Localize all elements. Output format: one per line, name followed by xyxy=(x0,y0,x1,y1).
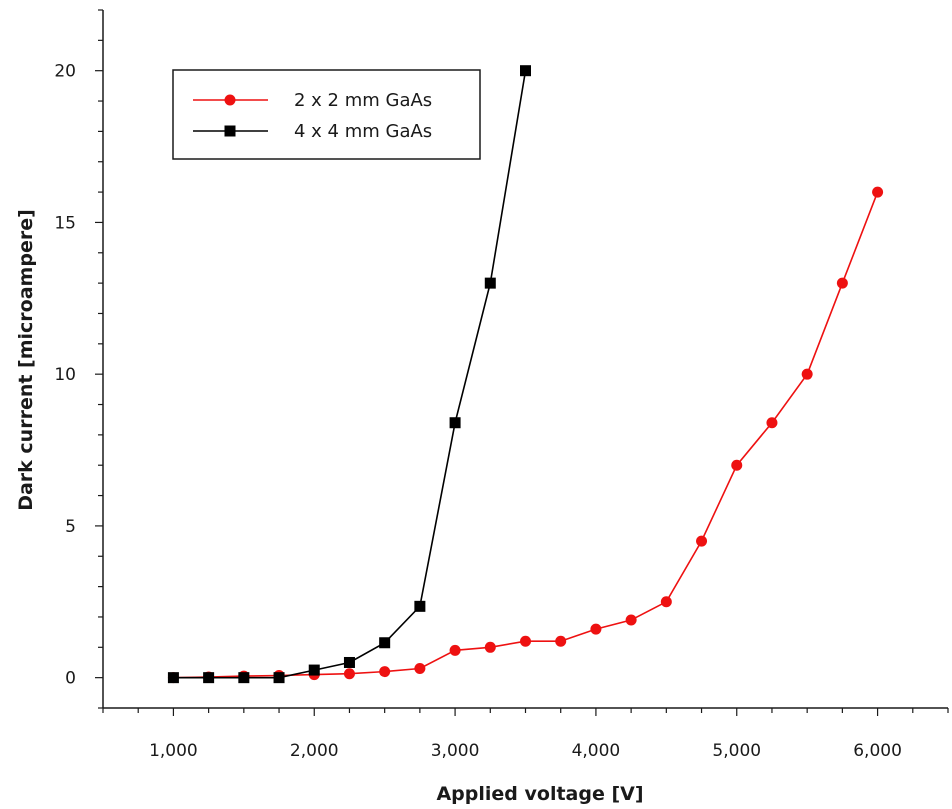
data-point xyxy=(273,672,285,684)
data-point xyxy=(343,656,355,668)
data-point xyxy=(414,600,426,612)
data-point xyxy=(872,186,884,198)
y-axis-title: Dark current [microampere] xyxy=(15,209,37,511)
series-line xyxy=(173,70,527,679)
series-line xyxy=(173,191,879,679)
data-point xyxy=(449,417,461,429)
data-point xyxy=(343,668,355,680)
data-point xyxy=(238,672,250,684)
data-point xyxy=(520,65,531,77)
y-tick-label: 15 xyxy=(54,213,76,233)
data-point xyxy=(449,644,461,656)
data-point xyxy=(167,672,179,684)
data-point xyxy=(801,368,813,380)
x-tick-label: 1,000 xyxy=(149,741,198,761)
x-tick-label: 4,000 xyxy=(572,741,621,761)
x-tick-label: 5,000 xyxy=(712,741,761,761)
series-layer xyxy=(167,65,884,684)
x-tick-label: 6,000 xyxy=(853,741,902,761)
data-point xyxy=(203,672,215,684)
data-point xyxy=(484,641,496,653)
data-point xyxy=(766,417,778,429)
legend-box xyxy=(172,69,481,160)
y-tick-label: 20 xyxy=(54,62,76,82)
legend-label-series-2: 4 x 4 mm GaAs xyxy=(294,121,432,142)
data-point xyxy=(836,277,848,289)
y-tick-label: 5 xyxy=(65,517,76,537)
legend-marker-series-1 xyxy=(224,94,236,106)
y-tick-label: 0 xyxy=(65,669,76,689)
x-tick-label: 3,000 xyxy=(431,741,480,761)
data-point xyxy=(308,664,320,676)
series-1 xyxy=(167,186,884,684)
data-point xyxy=(414,663,426,675)
legend-label-series-1: 2 x 2 mm GaAs xyxy=(294,90,432,111)
series-2 xyxy=(167,65,531,684)
data-point xyxy=(484,277,496,289)
legend: 2 x 2 mm GaAs 4 x 4 mm GaAs xyxy=(172,69,481,160)
data-point xyxy=(660,596,672,608)
y-tick-label: 10 xyxy=(54,365,76,385)
data-point xyxy=(696,535,708,547)
data-point xyxy=(555,635,567,647)
data-point xyxy=(379,666,391,678)
data-point xyxy=(590,623,602,635)
x-axis-title: Applied voltage [V] xyxy=(436,783,643,805)
x-tick-label: 2,000 xyxy=(290,741,339,761)
data-point xyxy=(379,637,391,649)
y-axis-ticks: 0 5 10 15 20 xyxy=(54,9,103,709)
data-point xyxy=(520,635,531,647)
legend-marker-series-2 xyxy=(224,125,236,137)
x-axis-ticks: 1,000 2,000 3,000 4,000 5,000 6,000 xyxy=(102,708,949,761)
data-point xyxy=(625,614,637,626)
data-point xyxy=(731,459,743,471)
